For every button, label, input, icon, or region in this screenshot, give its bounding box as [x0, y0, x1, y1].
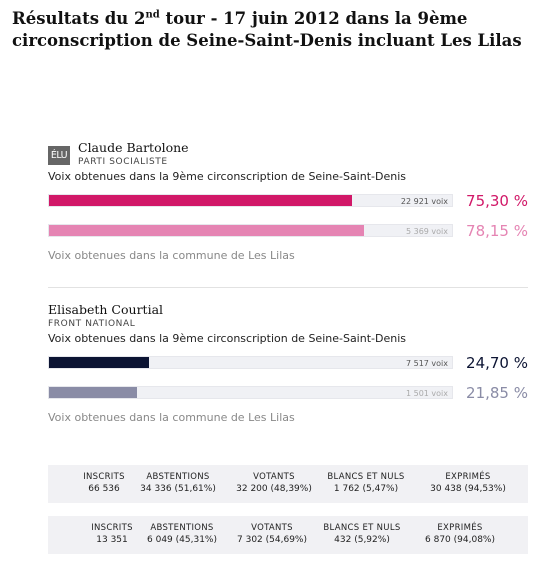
candidate-header: ÉLU Claude Bartolone PARTI SOCIALISTE [48, 138, 528, 170]
candidate-name: Elisabeth Courtial [48, 302, 164, 317]
stat-value: 6 049 (45,31%) [147, 535, 217, 545]
bar-track: 7 517 voix [48, 356, 453, 369]
bar-track: 5 369 voix [48, 224, 453, 237]
caption-circonscription: Voix obtenues dans la 9ème circonscripti… [48, 332, 406, 345]
stat-value: 7 302 (54,69%) [237, 535, 307, 545]
stat-inscrits: INSCRITS 66 536 [66, 471, 142, 496]
stat-label: BLANCS ET NULS [323, 523, 401, 533]
candidate-name: Claude Bartolone [78, 140, 189, 155]
percentage: 75,30 % [466, 192, 528, 210]
elected-badge: ÉLU [48, 146, 70, 165]
bar-track: 22 921 voix [48, 194, 453, 207]
title-superscript: nd [145, 9, 160, 21]
stat-exprimes: EXPRIMÉS 30 438 (94,53%) [416, 471, 520, 496]
stat-label: INSCRITS [91, 523, 133, 533]
candidate-party: FRONT NATIONAL [48, 319, 136, 329]
votes-count: 22 921 voix [400, 197, 448, 206]
stat-blancs-nuls: BLANCS ET NULS 1 762 (5,47%) [316, 471, 416, 496]
bar-track: 1 501 voix [48, 386, 453, 399]
stat-value: 30 438 (94,53%) [430, 484, 506, 494]
votes-count: 5 369 voix [405, 227, 448, 236]
title-suffix: tour - 17 juin 2012 dans la 9ème circons… [12, 9, 522, 50]
bar-fill [49, 387, 138, 398]
bar-row-commune: 1 501 voix 21,85 % [48, 382, 528, 404]
stat-label: EXPRIMÉS [445, 472, 491, 482]
candidate-bartolone: ÉLU Claude Bartolone PARTI SOCIALISTE Vo… [48, 138, 528, 262]
bar-fill [49, 357, 149, 368]
caption-commune: Voix obtenues dans la commune de Les Lil… [48, 411, 295, 424]
bar-row-circonscription: 7 517 voix 24,70 % [48, 352, 528, 374]
stat-label: EXPRIMÉS [437, 523, 483, 533]
stat-value: 13 351 [96, 535, 128, 545]
candidate-courtial: Elisabeth Courtial FRONT NATIONAL Voix o… [48, 300, 528, 424]
stats-commune: INSCRITS 13 351 ABSTENTIONS 6 049 (45,31… [48, 516, 528, 554]
stat-inscrits: INSCRITS 13 351 [74, 522, 150, 547]
bar-fill [49, 195, 353, 206]
candidate-party: PARTI SOCIALISTE [78, 157, 168, 167]
bar-fill [49, 225, 364, 236]
stat-abstentions: ABSTENTIONS 6 049 (45,31%) [134, 522, 230, 547]
candidate-header: Elisabeth Courtial FRONT NATIONAL [48, 300, 528, 332]
percentage: 24,70 % [466, 354, 528, 372]
page-title: Résultats du 2nd tour - 17 juin 2012 dan… [12, 8, 532, 52]
stat-value: 32 200 (48,39%) [236, 484, 312, 494]
stat-label: ABSTENTIONS [150, 523, 214, 533]
caption-circonscription: Voix obtenues dans la 9ème circonscripti… [48, 170, 406, 183]
stat-blancs-nuls: BLANCS ET NULS 432 (5,92%) [310, 522, 414, 547]
stat-label: INSCRITS [83, 472, 125, 482]
votes-count: 7 517 voix [405, 359, 448, 368]
stat-label: BLANCS ET NULS [327, 472, 405, 482]
stat-abstentions: ABSTENTIONS 34 336 (51,61%) [130, 471, 226, 496]
stat-votants: VOTANTS 32 200 (48,39%) [224, 471, 324, 496]
stat-value: 66 536 [88, 484, 120, 494]
votes-count: 1 501 voix [405, 389, 448, 398]
stat-exprimes: EXPRIMÉS 6 870 (94,08%) [408, 522, 512, 547]
percentage: 21,85 % [466, 384, 528, 402]
stat-value: 432 (5,92%) [334, 535, 390, 545]
stat-value: 34 336 (51,61%) [140, 484, 216, 494]
stat-value: 1 762 (5,47%) [333, 484, 399, 494]
divider [48, 287, 528, 288]
stat-label: ABSTENTIONS [146, 472, 210, 482]
bar-row-circonscription: 22 921 voix 75,30 % [48, 190, 528, 212]
bar-row-commune: 5 369 voix 78,15 % [48, 220, 528, 242]
stat-label: VOTANTS [251, 523, 293, 533]
stat-votants: VOTANTS 7 302 (54,69%) [224, 522, 320, 547]
title-prefix: Résultats du 2 [12, 9, 146, 28]
stat-value: 6 870 (94,08%) [425, 535, 495, 545]
percentage: 78,15 % [466, 222, 528, 240]
caption-commune: Voix obtenues dans la commune de Les Lil… [48, 249, 295, 262]
stats-circonscription: INSCRITS 66 536 ABSTENTIONS 34 336 (51,6… [48, 465, 528, 503]
stat-label: VOTANTS [253, 472, 295, 482]
